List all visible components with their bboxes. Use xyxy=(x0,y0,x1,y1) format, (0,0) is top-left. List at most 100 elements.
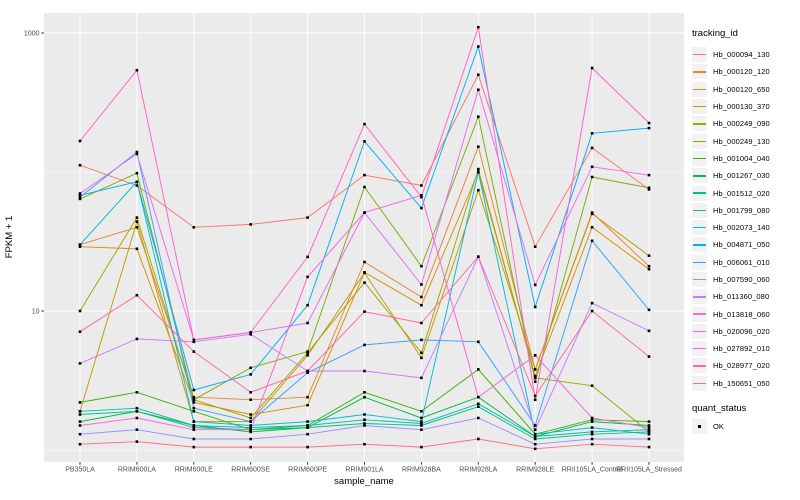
data-point xyxy=(420,195,423,199)
legend-item-label: Hb_006061_010 xyxy=(713,257,770,267)
data-point xyxy=(135,247,139,251)
data-point xyxy=(590,442,594,446)
data-point xyxy=(192,445,196,449)
legend-item-label: Hb_004871_050 xyxy=(713,240,770,250)
data-point xyxy=(135,152,139,156)
legend-line-sample xyxy=(693,244,706,246)
data-point xyxy=(249,373,252,376)
legend-line-sample xyxy=(693,382,706,385)
plot-panel xyxy=(44,13,684,462)
data-point xyxy=(249,445,252,449)
data-point xyxy=(647,424,651,427)
data-point xyxy=(363,310,366,313)
data-point xyxy=(192,388,196,392)
data-point xyxy=(420,206,423,210)
data-point xyxy=(647,308,651,312)
legend-line-sample xyxy=(693,71,706,73)
data-point xyxy=(533,428,537,431)
data-point xyxy=(192,395,196,399)
legend-line-sample xyxy=(693,330,706,333)
data-point xyxy=(78,163,82,167)
data-point xyxy=(192,338,196,342)
data-point xyxy=(477,25,480,29)
legend-line-sample xyxy=(693,313,706,315)
legend-item-Hb_001267_030: Hb_001267_030 xyxy=(692,167,800,184)
data-point xyxy=(363,391,366,394)
data-point xyxy=(420,283,423,286)
data-point xyxy=(135,226,139,229)
data-point xyxy=(363,122,366,126)
data-point xyxy=(249,366,252,370)
data-point xyxy=(192,406,196,410)
data-point xyxy=(306,371,309,374)
data-point xyxy=(135,416,139,420)
data-point xyxy=(647,420,651,423)
data-point xyxy=(647,254,651,257)
data-point xyxy=(306,275,309,279)
x-tick-label: RRII105LA_Control xyxy=(562,467,623,474)
data-point xyxy=(647,437,651,441)
legend-item-label: Hb_000120_120 xyxy=(713,67,770,77)
legend-item-label: Hb_000130_370 xyxy=(713,102,770,112)
legend-line-sample xyxy=(693,209,706,212)
square-point-icon xyxy=(697,424,702,429)
data-point xyxy=(477,170,480,174)
legend-key-swatch xyxy=(692,99,707,115)
data-point xyxy=(78,401,82,404)
legend-key-swatch xyxy=(692,323,707,339)
data-point xyxy=(306,369,309,373)
data-point xyxy=(363,343,366,347)
data-point xyxy=(135,428,139,431)
data-point xyxy=(192,226,196,229)
legend-item-label: Hb_001267_030 xyxy=(713,171,770,181)
data-point xyxy=(420,303,423,307)
legend-item-label: Hb_002073_140 xyxy=(713,223,770,233)
data-point xyxy=(590,420,594,423)
y-tick-label: 10 xyxy=(32,309,40,316)
data-point xyxy=(135,410,139,413)
data-point xyxy=(78,330,82,333)
legend: tracking_id Hb_000094_130 Hb_000120_120 Hb_… xyxy=(692,28,800,435)
data-point xyxy=(192,424,196,427)
x-tick-label: RRII105LA_Stressed xyxy=(616,467,682,474)
data-point xyxy=(192,437,196,441)
legend-item-Hb_150651_050: Hb_150651_050 xyxy=(692,375,800,392)
data-point xyxy=(420,420,423,423)
data-point xyxy=(78,192,82,195)
data-point xyxy=(249,223,252,226)
data-point xyxy=(78,309,82,313)
legend-key-swatch xyxy=(692,133,707,149)
data-point xyxy=(306,420,309,423)
data-point xyxy=(420,376,423,380)
legend-item-label: Hb_000249_130 xyxy=(713,136,770,146)
data-point xyxy=(306,395,309,399)
legend-key-swatch xyxy=(692,116,707,132)
data-point xyxy=(363,442,366,446)
legend-key-swatch xyxy=(692,341,707,357)
legend-title-quant-status: quant_status xyxy=(692,402,747,414)
legend-line-sample xyxy=(693,105,706,108)
data-point xyxy=(477,340,480,344)
data-point xyxy=(363,140,366,143)
data-point xyxy=(647,428,651,431)
data-point xyxy=(78,194,82,197)
data-point xyxy=(420,424,423,427)
x-axis-title: sample_name xyxy=(334,476,394,487)
data-point xyxy=(363,369,366,373)
data-point xyxy=(420,445,423,449)
data-point xyxy=(477,395,480,399)
data-point xyxy=(135,391,139,394)
legend-line-sample xyxy=(693,192,706,194)
data-point xyxy=(78,442,82,446)
legend-key-swatch xyxy=(692,272,707,287)
legend-key-swatch xyxy=(692,254,707,270)
legend-item-Hb_000120_650: Hb_000120_650 xyxy=(692,81,800,98)
legend-item-label: Hb_001799_080 xyxy=(713,205,770,215)
legend-item-label: Hb_007590_060 xyxy=(713,275,770,284)
legend-line-sample xyxy=(693,54,706,56)
data-point xyxy=(590,309,594,313)
data-point xyxy=(647,186,651,190)
data-point xyxy=(477,188,480,192)
data-point xyxy=(420,194,423,197)
